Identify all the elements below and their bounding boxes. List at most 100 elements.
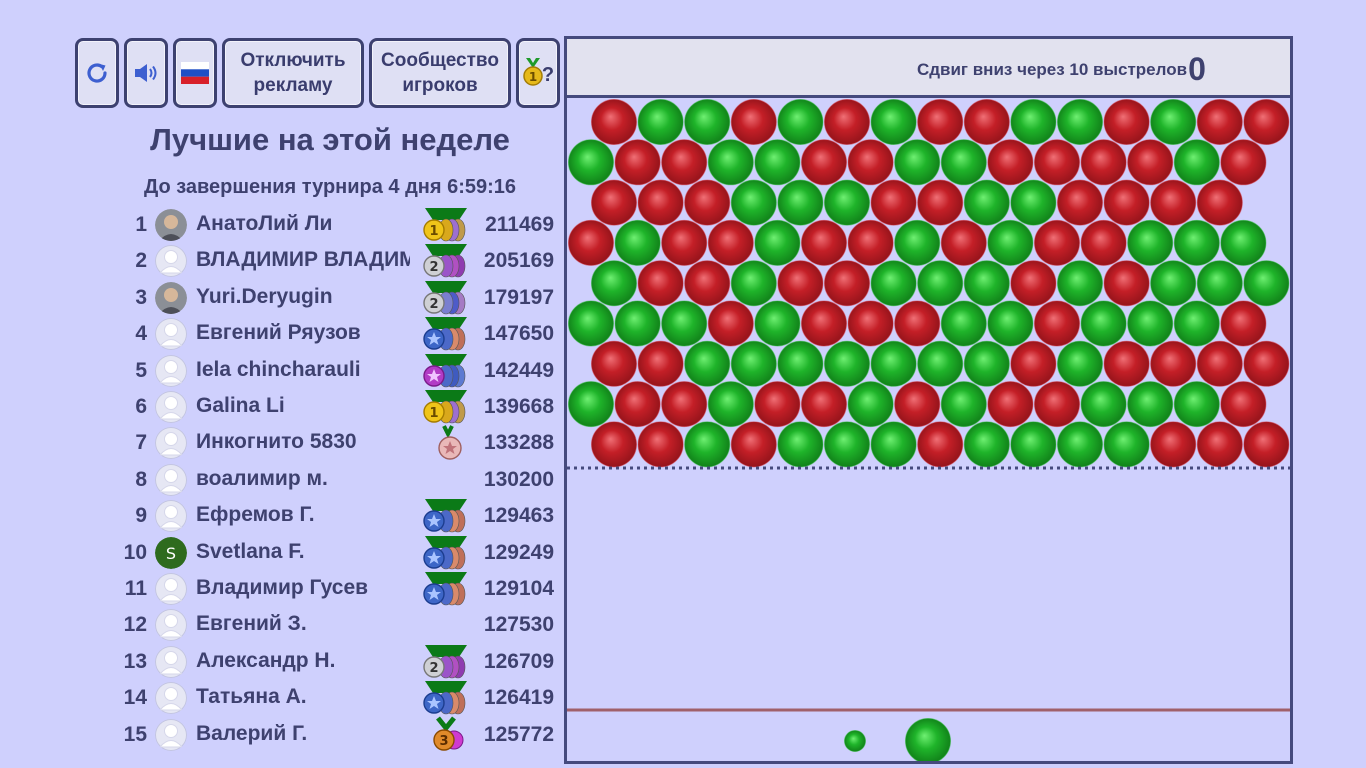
player-avatar: [155, 645, 187, 678]
bubble: [591, 421, 637, 468]
game-panel: Сдвиг вниз через 10 выстрелов 0: [564, 36, 1293, 764]
leaderboard-row[interactable]: 14 Татьяна А. 126419: [110, 681, 560, 715]
tournament-timer: До завершения турнира 4 дня 6:59:16: [143, 176, 517, 198]
leaderboard-row[interactable]: 7 Инкогнито 5830 133288: [110, 425, 560, 461]
player-score: 129104: [483, 577, 554, 600]
player-award-badge-icon: 3: [433, 716, 464, 751]
bubble: [684, 179, 731, 226]
leaderboard-row[interactable]: 13 Александр Н. 2 126709: [110, 644, 560, 679]
restart-button[interactable]: [75, 38, 119, 108]
bubble: [917, 99, 964, 145]
score-display: 0: [1188, 51, 1206, 87]
bubble: [568, 219, 614, 266]
bubble: [1196, 421, 1243, 468]
player-score: 142449: [483, 358, 554, 382]
player-avatar: S: [155, 536, 187, 569]
leaderboard-row[interactable]: 11 Владимир Гусев 129104: [110, 572, 560, 606]
bubble: [824, 340, 870, 387]
leaderboard-row[interactable]: 9 Ефремов Г. 129463: [110, 499, 560, 533]
leaderboard-row[interactable]: 15 Валерий Г. 3 125772: [110, 716, 560, 752]
bubble: [917, 260, 964, 307]
bubble: [1103, 99, 1150, 145]
awards-help-button[interactable]: 1 ?: [516, 38, 560, 108]
bubble: [661, 300, 708, 347]
bubble: [870, 421, 917, 468]
player-name: воалимир м.: [196, 466, 328, 490]
leaderboard-row[interactable]: 2 ВЛАДИМИР ВЛАДИМ 2 205169: [110, 244, 560, 278]
bubble: [637, 260, 684, 307]
bubble: [614, 300, 661, 347]
bubble: [1010, 260, 1057, 307]
bubble-field[interactable]: [567, 98, 1290, 761]
bubble: [963, 421, 1010, 468]
community-label: Сообщество игроков: [381, 50, 499, 96]
leaderboard-row[interactable]: 5 Iela chincharauli 142449: [110, 353, 560, 388]
disable-ads-button[interactable]: Отключить рекламу: [222, 38, 364, 108]
svg-text:2: 2: [429, 661, 438, 676]
player-score: 130200: [483, 467, 554, 491]
player-score: 211469: [485, 213, 554, 236]
player-rank: 15: [123, 722, 147, 746]
bubble: [1057, 99, 1103, 145]
bubble: [940, 300, 987, 347]
player-score: 205169: [483, 249, 554, 273]
bubble: [637, 421, 684, 468]
player-award-badge-icon: [438, 425, 462, 461]
player-avatar: [155, 463, 187, 496]
bubble: [1243, 99, 1290, 145]
sound-button[interactable]: [124, 38, 168, 108]
bubble: [568, 381, 614, 428]
player-name: Валерий Г.: [196, 721, 308, 745]
leaderboard-row[interactable]: 12 Евгений З. 127530: [110, 608, 560, 642]
player-rank: 4: [135, 322, 147, 346]
bubble: [614, 139, 661, 186]
bubble: [614, 219, 661, 266]
leaderboard-row[interactable]: 8 воалимир м. 130200: [110, 463, 560, 497]
bubble: [847, 300, 894, 347]
bubble: [637, 99, 684, 145]
community-button[interactable]: Сообщество игроков: [369, 38, 511, 108]
player-rank: 2: [135, 249, 147, 273]
player-name: Татьяна А.: [196, 685, 307, 709]
bubble: [684, 99, 731, 145]
leaderboard-row[interactable]: 1 АнатоЛий Ли 1 211469: [110, 208, 560, 242]
leaderboard-row[interactable]: 10 S Svetlana F. 129249: [110, 535, 560, 570]
bubble: [707, 381, 754, 428]
bubble: [987, 219, 1034, 266]
bubble: [1150, 99, 1197, 145]
player-score: 127530: [483, 613, 554, 637]
player-name: Svetlana F.: [196, 539, 305, 563]
bubble: [1057, 340, 1103, 387]
leaderboard-row[interactable]: 6 Galina Li 1 139668: [110, 390, 560, 424]
shooter-bubble[interactable]: [905, 718, 951, 762]
leaderboard-row[interactable]: 4 Евгений Ряузов 147650: [110, 317, 560, 351]
bubble: [1127, 381, 1174, 428]
bubble: [917, 179, 964, 226]
player-rank: 7: [135, 431, 147, 455]
player-avatar: [155, 500, 187, 533]
bubble: [730, 340, 777, 387]
language-button[interactable]: [173, 38, 217, 108]
player-avatar: [155, 573, 187, 605]
bubble: [1220, 219, 1267, 266]
bubble: [963, 179, 1010, 226]
bubble: [1150, 260, 1197, 307]
svg-text:1: 1: [429, 406, 438, 421]
bubble: [684, 260, 731, 307]
bubble: [801, 219, 847, 266]
player-award-badge-icon: [422, 606, 470, 642]
bubble: [824, 260, 870, 307]
bubble: [591, 340, 637, 387]
bubble: [684, 340, 731, 387]
restart-icon: [87, 63, 107, 83]
svg-text:1: 1: [529, 70, 537, 84]
player-award-badge-icon: 1: [423, 208, 467, 242]
bubble: [1220, 300, 1267, 347]
leaderboard-row[interactable]: 3 Yuri.Deryugin 2 179197: [110, 280, 560, 315]
bubble: [1034, 381, 1080, 428]
player-name: Yuri.Deryugin: [196, 284, 333, 308]
bubble: [777, 421, 824, 468]
bubble: [1010, 421, 1057, 468]
bubble: [730, 421, 777, 468]
svg-text:2: 2: [429, 260, 438, 275]
